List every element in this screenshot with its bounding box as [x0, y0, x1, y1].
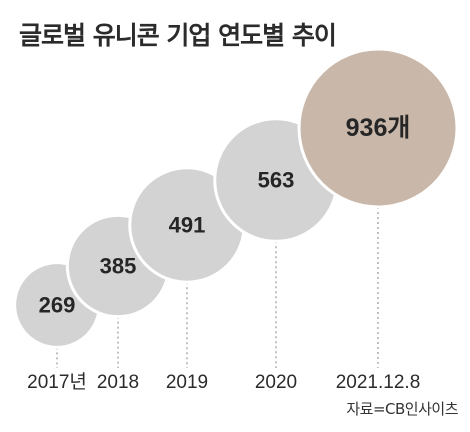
- value-labels: 269 385 491 563 936개: [39, 114, 411, 318]
- bubble-value-label: 385: [100, 254, 137, 279]
- bubble-value-label: 936개: [346, 114, 411, 142]
- bubble: [297, 47, 459, 209]
- bubble-value-label: 563: [258, 168, 295, 193]
- bubble-group: [13, 47, 459, 349]
- x-tick-label: 2018: [97, 372, 139, 393]
- bubble-value-label: 269: [39, 293, 76, 318]
- x-tick-label: 2017년: [27, 371, 87, 393]
- x-axis-labels: 2017년 2018 2019 2020 2021.12.8: [27, 371, 420, 393]
- x-tick-label: 2019: [166, 372, 208, 393]
- connector-lines: [56, 207, 379, 368]
- x-tick-label: 2021.12.8: [336, 372, 421, 393]
- source-note: 자료=CB인사이츠: [346, 400, 458, 418]
- x-tick-label: 2020: [255, 372, 297, 393]
- bubble-value-label: 491: [169, 213, 206, 238]
- chart-title: 글로벌 유니콘 기업 연도별 추이: [19, 21, 337, 50]
